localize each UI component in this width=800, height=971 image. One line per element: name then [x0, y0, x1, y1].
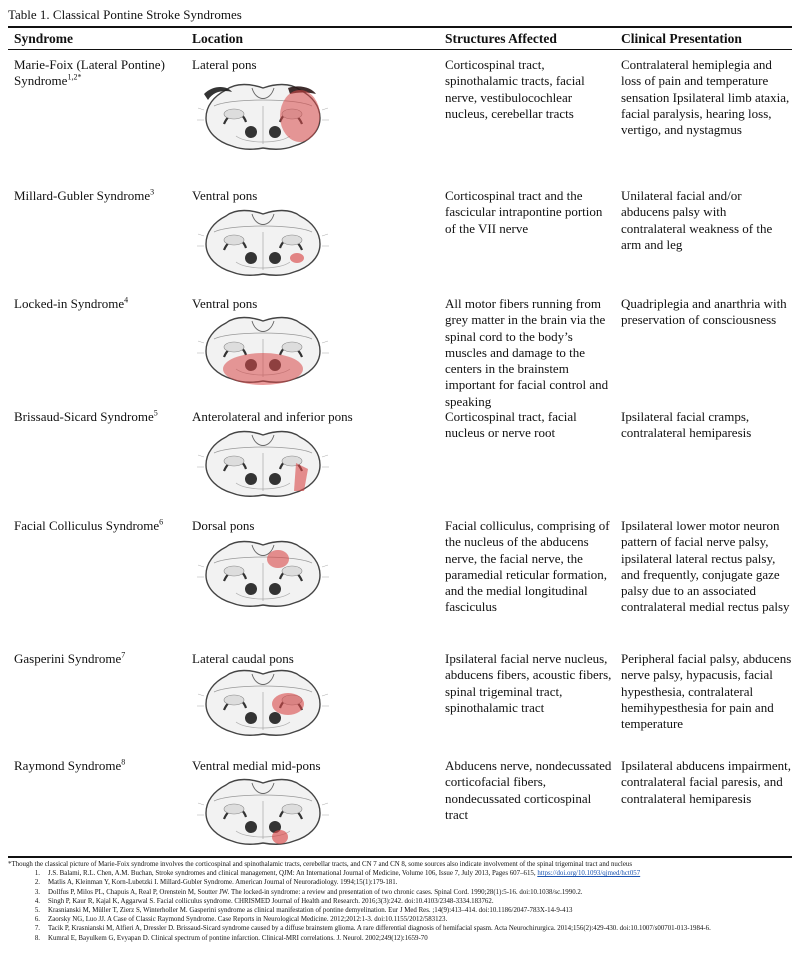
lesion-area	[272, 693, 304, 715]
structures-affected: Abducens nerve, nondecussated corticofac…	[445, 758, 612, 822]
structures-affected: Ipsilateral facial nerve nucleus, abduce…	[445, 651, 612, 715]
reference-number: 1.	[34, 870, 40, 878]
pons-diagram-anterolateral	[197, 430, 329, 498]
reference-text: Zaorsky NG, Luo JJ. A Case of Classic Ra…	[48, 916, 448, 924]
pons-diagram-ventral-large	[197, 316, 329, 385]
location: Dorsal pons	[192, 518, 255, 533]
doi-link[interactable]: https://doi.org/10.1093/qjmed/hct057	[537, 870, 641, 878]
reference-text: Kumral E, Bayulkem G, Evyapan D. Clinica…	[48, 934, 428, 942]
table-bottom-rule	[8, 856, 792, 858]
reference-list: 1. J.S. Balami, R.L. Chen, A.M. Buchan, S…	[8, 869, 794, 943]
table-header-rule	[8, 49, 792, 50]
lesion-area	[294, 463, 308, 491]
reference-item: 3. Dollfus P, Milos PL, Chapuis A, Real P…	[8, 888, 794, 897]
clinical-presentation: Ipsilateral lower motor neuron pattern o…	[621, 518, 790, 615]
syndrome-name: Gasperini Syndrome7	[14, 650, 126, 666]
reference-number: 2.	[34, 879, 40, 887]
footnotes: *Though the classical picture of Marie-F…	[8, 860, 794, 943]
clinical-presentation: Unilateral facial and/or abducens palsy …	[621, 188, 773, 252]
reference-number: 7.	[34, 925, 40, 933]
reference-text: J.S. Balami, R.L. Chen, A.M. Buchan, Str…	[48, 870, 641, 878]
syndrome-name: Locked-in Syndrome4	[14, 295, 129, 311]
reference-text: Dollfus P, Milos PL, Chapuis A, Real P, …	[48, 888, 583, 896]
lesion-area	[267, 550, 289, 568]
structures-affected: Corticospinal tract, facial nucleus or n…	[445, 409, 577, 441]
location: Anterolateral and inferior pons	[192, 409, 353, 424]
header-syndrome: Syndrome	[14, 31, 74, 46]
lesion-area	[280, 90, 320, 142]
reference-number: 3.	[34, 888, 40, 896]
reference-number: 4.	[34, 897, 40, 905]
clinical-presentation: Quadriplegia and anarthria with preserva…	[621, 296, 787, 328]
reference-number: 5.	[34, 907, 40, 915]
header-location: Location	[192, 31, 244, 46]
pons-diagram-lateral-caudal	[197, 669, 329, 737]
location: Lateral caudal pons	[192, 651, 294, 666]
structures-affected: Facial colliculus, comprising of the nuc…	[445, 518, 610, 615]
lesion-area	[272, 830, 288, 844]
structures-affected: Corticospinal tract and the fascicular i…	[445, 188, 603, 236]
reference-text: Singh P, Kaur R, Kajal K, Aggarwal S. Fa…	[48, 897, 494, 905]
header-structures: Structures Affected	[445, 31, 557, 46]
clinical-presentation: Ipsilateral abducens impairment, contral…	[621, 758, 792, 806]
reference-text: Tacik P, Krasnianski M, Alfieri A, Dress…	[48, 925, 711, 933]
location: Ventral medial mid-pons	[192, 758, 321, 773]
structures-affected: All motor fibers running from grey matte…	[445, 296, 609, 409]
reference-item: 4. Singh P, Kaur R, Kajal K, Aggarwal S. …	[8, 897, 794, 906]
lesion-area	[290, 253, 304, 263]
reference-item: 1. J.S. Balami, R.L. Chen, A.M. Buchan, S…	[8, 869, 794, 878]
reference-item: 5. Krasnianski M, Müller T, Zierz S, Wint…	[8, 906, 794, 915]
location: Ventral pons	[192, 296, 258, 311]
syndrome-name: Facial Colliculus Syndrome6	[14, 517, 164, 533]
pons-diagram-dorsal	[197, 540, 329, 608]
pons-diagram-ventral-small	[197, 209, 329, 277]
syndrome-name: Brissaud-Sicard Syndrome5	[14, 408, 158, 424]
reference-item: 6. Zaorsky NG, Luo JJ. A Case of Classic …	[8, 915, 794, 924]
header-clinical: Clinical Presentation	[621, 31, 742, 46]
syndrome-name: Raymond Syndrome8	[14, 757, 126, 773]
table-top-rule	[8, 26, 792, 28]
clinical-presentation: Contralateral hemiplegia and loss of pai…	[621, 57, 790, 138]
pons-diagram-ventral-medial	[197, 778, 329, 846]
reference-item: 2. Matlis A, Kleinman Y, Korn-Lubetzki I.…	[8, 878, 794, 887]
clinical-presentation: Ipsilateral facial cramps, contralateral…	[621, 409, 752, 441]
table-caption: Table 1. Classical Pontine Stroke Syndro…	[8, 7, 242, 22]
reference-item: 7. Tacik P, Krasnianski M, Alfieri A, Dre…	[8, 924, 794, 933]
clinical-presentation: Peripheral facial palsy, abducens nerve …	[621, 651, 792, 732]
syndrome-name: Marie-Foix (Lateral Pontine) Syndrome1,2…	[14, 57, 165, 89]
reference-number: 8.	[34, 934, 40, 942]
reference-number: 6.	[34, 916, 40, 924]
lesion-area	[223, 353, 303, 385]
reference-item: 8. Kumral E, Bayulkem G, Evyapan D. Clini…	[8, 934, 794, 943]
syndrome-name: Millard-Gubler Syndrome3	[14, 187, 155, 203]
structures-affected: Corticospinal tract, spinothalamic tract…	[445, 57, 585, 121]
footnote-asterisk: *Though the classical picture of Marie-F…	[8, 861, 632, 868]
pons-diagram-lateral	[197, 83, 329, 151]
reference-text: Krasnianski M, Müller T, Zierz S, Winter…	[48, 907, 573, 915]
location: Ventral pons	[192, 188, 258, 203]
location: Lateral pons	[192, 57, 257, 72]
reference-text: Matlis A, Kleinman Y, Korn-Lubetzki I. M…	[48, 879, 398, 887]
